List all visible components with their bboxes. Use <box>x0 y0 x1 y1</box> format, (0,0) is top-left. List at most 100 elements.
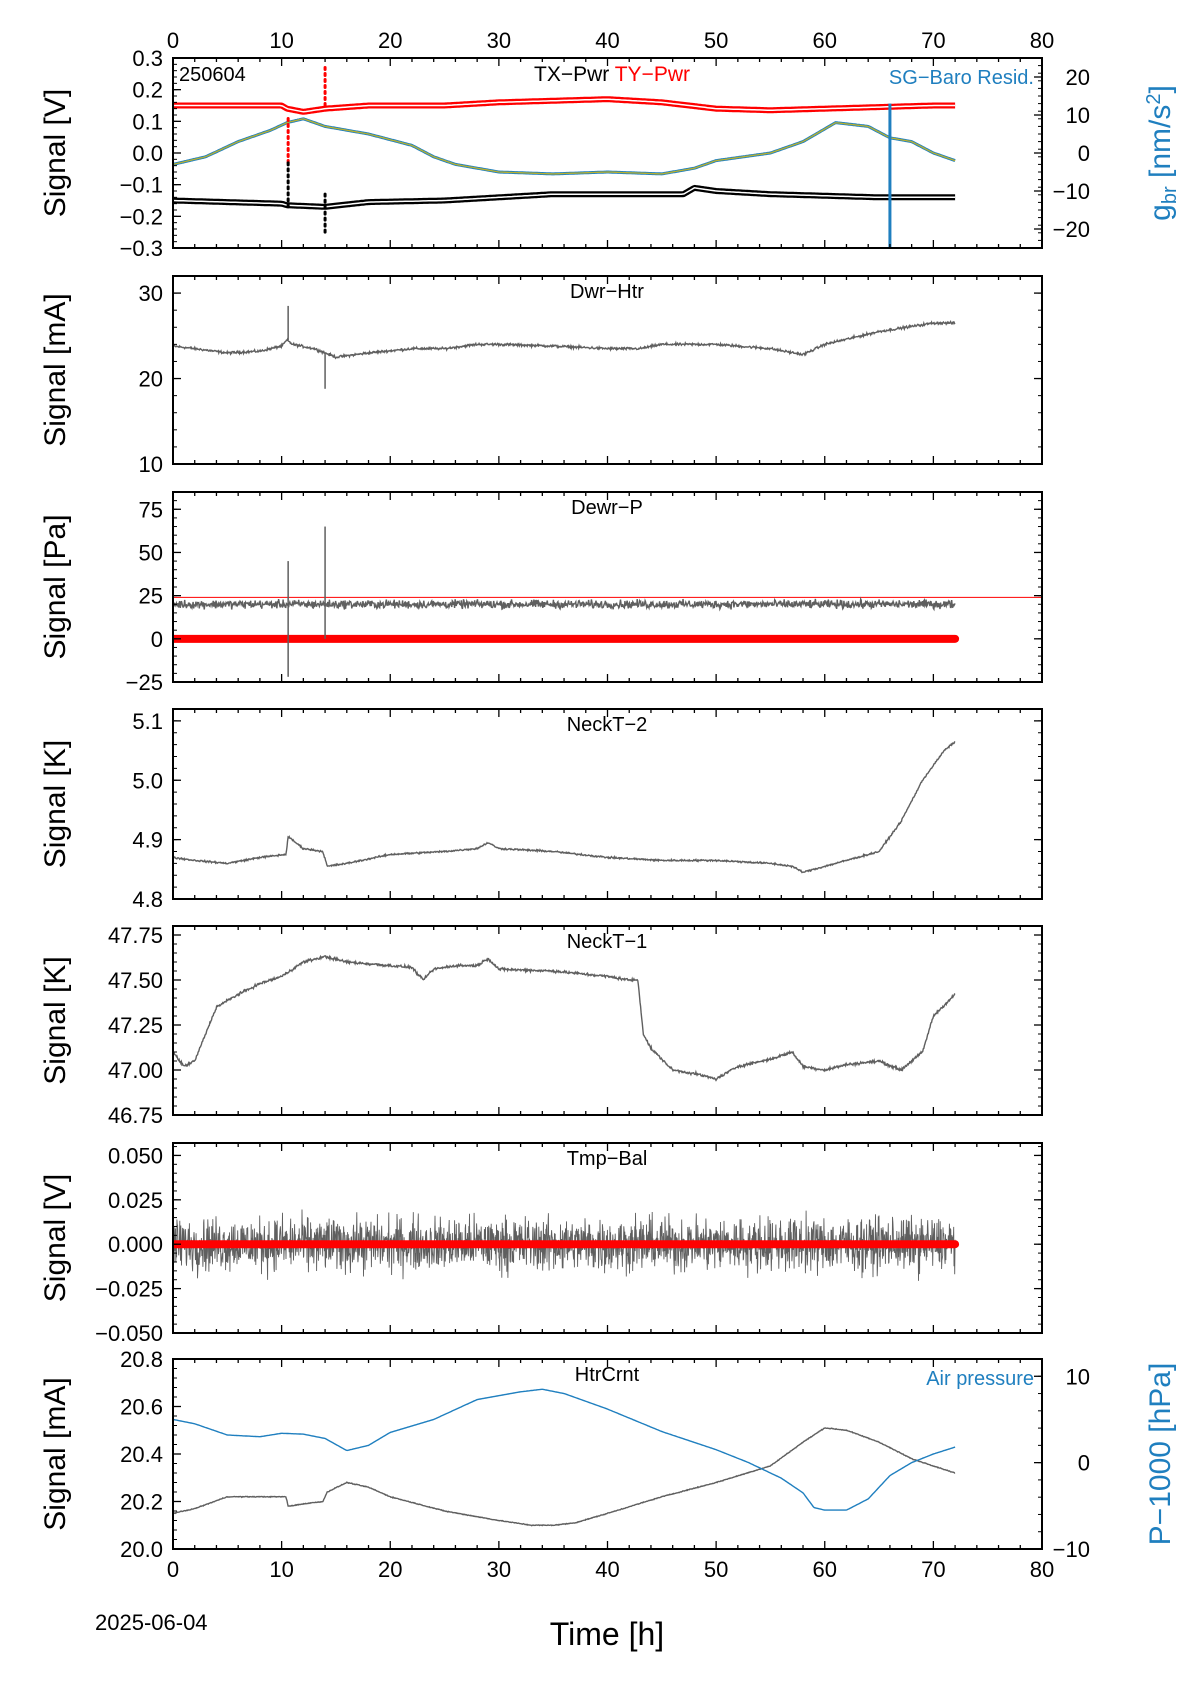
series-ty-pwr-centre <box>173 98 956 113</box>
y-tick-label: −25 <box>126 670 163 695</box>
panel-dewr_p: −25 0 25 50 75 Signal [Pa] Dewr−P <box>39 491 1043 695</box>
y-tick-label: 20.2 <box>120 1490 163 1515</box>
x-tick-label-top: 10 <box>269 28 293 53</box>
y-tick-label: 0 <box>151 627 163 652</box>
series-dwr_htr-0 <box>173 319 956 360</box>
y-right-tick-label: −20 <box>1053 217 1090 242</box>
y-tick-label: 5.0 <box>132 768 163 793</box>
y-axis-label-right: P−1000 [hPa] <box>1144 1363 1177 1546</box>
y-right-tick-label: 0 <box>1078 141 1090 166</box>
x-tick-label: 30 <box>487 1557 511 1582</box>
y-right-tick-label: 20 <box>1066 65 1090 90</box>
y-right-tick-label: 10 <box>1066 1364 1090 1389</box>
x-tick-label: 60 <box>813 1557 837 1582</box>
series-sg-baro-resid- <box>173 117 956 176</box>
y-tick-label: 0.0 <box>132 141 163 166</box>
panel-title: Dwr−Htr <box>570 281 644 303</box>
x-tick-label-top: 70 <box>921 28 945 53</box>
y-axis-label: Signal [K] <box>39 956 72 1084</box>
panel-title: NeckT−2 <box>567 714 648 736</box>
panel-htrcrnt: 20.0 20.2 20.4 20.6 20.8 −10 0 10 Signal [mA] P−1… <box>39 1347 1177 1582</box>
series-dewr_p-0 <box>173 596 956 612</box>
panel-corner-label: 250604 <box>179 64 246 86</box>
panel-neckt1: 46.75 47.00 47.25 47.50 47.75 Signal [K] NeckT… <box>39 923 1043 1128</box>
x-tick-label: 0 <box>167 1557 179 1582</box>
y-tick-label: 25 <box>139 584 163 609</box>
panel-title: NeckT−1 <box>567 931 648 953</box>
y-axis-label-right: gbr [nm/s2] <box>1143 85 1181 221</box>
panel-dwr_htr: 10 20 30 Signal [mA] Dwr−Htr <box>39 275 1043 477</box>
panel-tx_ty: −0.3 −0.2 −0.1 0.0 0.1 0.2 0.3 −20 −10 0 10 20 Signa… <box>39 28 1181 261</box>
y-axis-label: Signal [Pa] <box>39 514 72 659</box>
panel-series-labels: TX−Pwr TY−Pwr <box>534 63 690 86</box>
y-tick-label: −0.3 <box>120 236 163 261</box>
y-tick-label: −0.2 <box>120 204 163 229</box>
y-tick-label: 0.050 <box>108 1143 163 1168</box>
panel-tmp_bal: −0.050 −0.025 0.000 0.025 0.050 Signal [V] Tmp… <box>39 1142 1043 1346</box>
plot-area-neckt2 <box>173 740 956 874</box>
series-label: TX−Pwr <box>534 63 609 86</box>
panel-frame <box>172 275 1043 465</box>
panel-title: Dewr−P <box>571 497 643 519</box>
x-tick-label-top: 80 <box>1030 28 1054 53</box>
y-tick-label: 20 <box>139 367 163 392</box>
y-tick-label: 0.000 <box>108 1232 163 1257</box>
x-tick-label-top: 0 <box>167 28 179 53</box>
y-tick-label: 5.1 <box>132 709 163 734</box>
y-tick-label: 75 <box>139 497 163 522</box>
y-tick-label: 0.2 <box>132 78 163 103</box>
right-legend: Air pressure <box>926 1368 1034 1390</box>
y-tick-label: −0.1 <box>120 173 163 198</box>
x-tick-label-top: 60 <box>813 28 837 53</box>
y-tick-label: 47.75 <box>108 923 163 948</box>
y-tick-label: 30 <box>139 281 163 306</box>
y-tick-label: 0.1 <box>132 109 163 134</box>
y-tick-label: 47.00 <box>108 1058 163 1083</box>
x-tick-label-top: 30 <box>487 28 511 53</box>
y-tick-label: 0.025 <box>108 1188 163 1213</box>
x-tick-label: 50 <box>704 1557 728 1582</box>
y-tick-label: 20.0 <box>120 1537 163 1562</box>
y-tick-label: −0.025 <box>95 1277 163 1302</box>
x-tick-label: 40 <box>595 1557 619 1582</box>
series-air-pressure <box>173 1388 956 1511</box>
y-tick-label: −0.050 <box>95 1321 163 1346</box>
x-tick-label: 10 <box>269 1557 293 1582</box>
x-tick-label-top: 40 <box>595 28 619 53</box>
plot-area-neckt1 <box>173 954 956 1082</box>
y-tick-label: 4.8 <box>132 887 163 912</box>
series-sg-baro-resid--model <box>173 118 956 175</box>
y-tick-label: 20.4 <box>120 1442 163 1467</box>
y-axis-label: Signal [mA] <box>39 293 72 446</box>
y-right-tick-label: 0 <box>1078 1451 1090 1476</box>
plot-area-tx_ty <box>173 62 957 248</box>
panel-frame <box>172 1358 1043 1550</box>
date-label: 2025-06-04 <box>95 1610 208 1635</box>
panel-title: Tmp−Bal <box>567 1148 648 1170</box>
y-axis-label: Signal [V] <box>39 89 72 217</box>
y-tick-label: 0.3 <box>132 46 163 71</box>
x-tick-label: 20 <box>378 1557 402 1582</box>
panel-frame <box>172 708 1043 900</box>
panel-frame <box>172 925 1043 1116</box>
panel-frame <box>172 491 1043 683</box>
y-tick-label: 4.9 <box>132 828 163 853</box>
y-right-tick-label: −10 <box>1053 1537 1090 1562</box>
plot-area-dewr_p <box>173 526 1042 677</box>
series-tx-pwr <box>173 184 957 210</box>
y-right-tick-label: −10 <box>1053 179 1090 204</box>
y-axis-label: Signal [K] <box>39 740 72 868</box>
plot-area-tmp_bal <box>173 1209 960 1281</box>
y-tick-label: 20.8 <box>120 1347 163 1372</box>
series-label: TY−Pwr <box>609 63 690 86</box>
x-tick-label: 70 <box>921 1557 945 1582</box>
plot-area-dwr_htr <box>173 305 956 389</box>
y-axis-label: Signal [V] <box>39 1174 72 1302</box>
panel-title: HtrCrnt <box>575 1364 640 1386</box>
x-axis-label: Time [h] <box>550 1616 664 1652</box>
plot-area-htrcrnt <box>173 1388 956 1527</box>
panel-neckt2: 4.8 4.9 5.0 5.1 Signal [K] NeckT−2 <box>39 708 1043 912</box>
y-axis-label: Signal [mA] <box>39 1377 72 1530</box>
y-tick-label: 47.25 <box>108 1013 163 1038</box>
